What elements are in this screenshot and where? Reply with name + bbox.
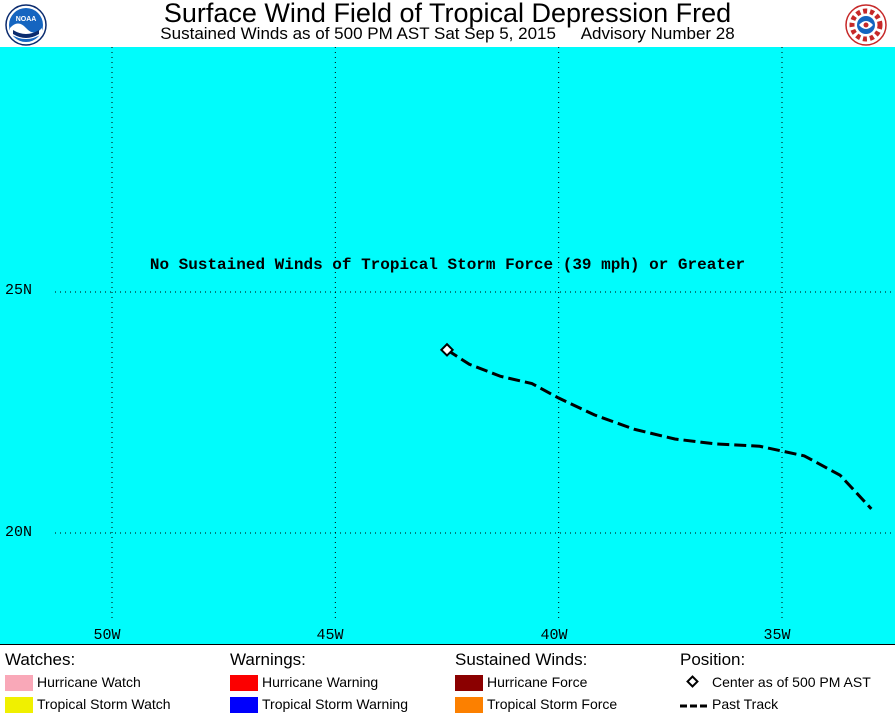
legend-item-hurricane-warning: Hurricane Warning [230, 671, 408, 693]
lon-label-45w: 45W [316, 627, 344, 644]
legend-label: Hurricane Warning [262, 674, 379, 690]
valid-time: Sustained Winds as of 500 PM AST Sat Sep… [160, 24, 556, 43]
no-winds-message: No Sustained Winds of Tropical Storm For… [149, 256, 746, 274]
lon-label-40w: 40W [540, 627, 568, 644]
nws-logo [845, 4, 887, 46]
legend-watches: Watches: Hurricane Watch Tropical Storm … [5, 649, 171, 715]
tropical-storm-force-swatch [455, 697, 483, 714]
legend-item-past-track: Past Track [680, 693, 871, 715]
legend-label: Tropical Storm Watch [37, 696, 171, 712]
tropical-storm-warning-swatch [230, 697, 258, 714]
center-diamond-icon [680, 675, 708, 691]
advisory-number: Advisory Number 28 [580, 24, 735, 43]
map-subtitle: Sustained Winds as of 500 PM AST Sat Sep… [0, 24, 895, 44]
lat-label-20n: 20N [5, 524, 33, 541]
storm-center-marker [439, 342, 455, 357]
legend-warnings-heading: Warnings: [230, 650, 306, 669]
legend-watches-heading: Watches: [5, 650, 76, 669]
legend-label: Hurricane Watch [37, 674, 141, 690]
legend-item-tropical-storm-watch: Tropical Storm Watch [5, 693, 171, 715]
hurricane-warning-swatch [230, 675, 258, 692]
legend-winds-heading: Sustained Winds: [455, 650, 588, 669]
svg-text:NOAA: NOAA [16, 16, 37, 23]
legend-warnings: Warnings: Hurricane Warning Tropical Sto… [230, 649, 408, 715]
legend-item-tropical-storm-warning: Tropical Storm Warning [230, 693, 408, 715]
map-area: No Sustained Winds of Tropical Storm For… [0, 47, 895, 644]
past-track-line [446, 348, 873, 510]
legend-item-center: Center as of 500 PM AST [680, 671, 871, 693]
hurricane-watch-swatch [5, 675, 33, 692]
legend-label: Tropical Storm Force [487, 696, 618, 712]
header: NOAA Surface Wind Field of Tropical Depr… [0, 0, 895, 47]
legend-sustained-winds: Sustained Winds: Hurricane Force Tropica… [455, 649, 617, 715]
lon-label-50w: 50W [93, 627, 121, 644]
legend-item-hurricane-watch: Hurricane Watch [5, 671, 171, 693]
legend-label: Past Track [712, 696, 779, 712]
lon-label-35w: 35W [763, 627, 791, 644]
legend-label: Center as of 500 PM AST [712, 674, 871, 690]
map-canvas [55, 47, 895, 622]
legend-position: Position: Center as of 500 PM AST Past T… [680, 649, 871, 715]
legend: Watches: Hurricane Watch Tropical Storm … [0, 644, 895, 717]
legend-item-tropical-storm-force: Tropical Storm Force [455, 693, 617, 715]
legend-label: Tropical Storm Warning [262, 696, 409, 712]
legend-item-hurricane-force: Hurricane Force [455, 671, 617, 693]
map-title: Surface Wind Field of Tropical Depressio… [163, 0, 732, 28]
legend-label: Hurricane Force [487, 674, 588, 690]
dashed-line-icon [680, 697, 708, 713]
tropical-storm-watch-swatch [5, 697, 33, 714]
legend-position-heading: Position: [680, 650, 746, 669]
noaa-logo: NOAA [5, 4, 47, 46]
lat-label-25n: 25N [5, 282, 33, 299]
hurricane-force-swatch [455, 675, 483, 692]
